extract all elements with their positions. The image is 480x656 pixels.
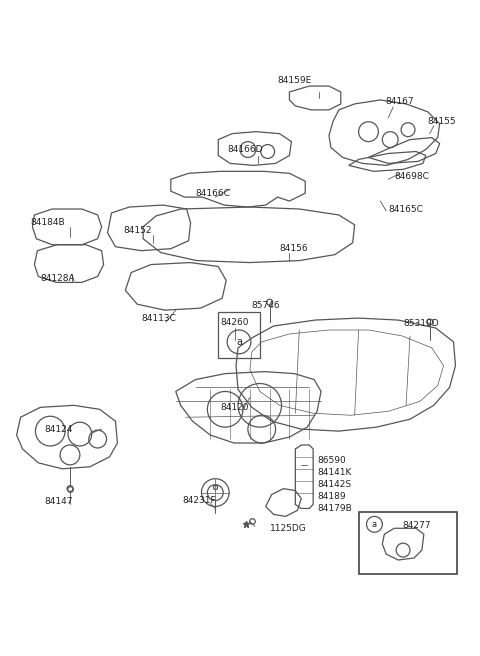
Text: 84166C: 84166C (195, 189, 230, 197)
Text: 84141K: 84141K (317, 468, 351, 478)
Text: 1125DG: 1125DG (270, 523, 306, 533)
Text: 85319D: 85319D (403, 319, 439, 327)
Text: 84277: 84277 (402, 521, 431, 530)
Text: 84166D: 84166D (227, 145, 263, 154)
Text: 84120: 84120 (220, 403, 249, 412)
Text: 84147: 84147 (44, 497, 73, 506)
Text: a: a (236, 337, 242, 347)
Text: 84142S: 84142S (317, 480, 351, 489)
Text: 84156: 84156 (279, 244, 308, 253)
Text: 84128A: 84128A (40, 274, 75, 283)
Text: 86590: 86590 (317, 457, 346, 465)
Text: 84189: 84189 (317, 492, 346, 501)
Text: 84231F: 84231F (183, 496, 216, 505)
Text: 84167: 84167 (385, 98, 414, 106)
Text: 85746: 85746 (252, 300, 280, 310)
Text: 84124: 84124 (44, 424, 72, 434)
Text: 84179B: 84179B (317, 504, 352, 513)
Text: 84113C: 84113C (141, 314, 176, 323)
Text: a: a (372, 520, 377, 529)
Bar (359, 512, 457, 574)
Text: 84152: 84152 (123, 226, 152, 236)
Text: 84184B: 84184B (30, 218, 65, 228)
Text: 84159E: 84159E (277, 75, 312, 85)
Text: 84260: 84260 (220, 318, 249, 327)
Text: 84698C: 84698C (394, 172, 429, 181)
Text: 84165C: 84165C (388, 205, 423, 213)
Text: 84155: 84155 (428, 117, 456, 126)
